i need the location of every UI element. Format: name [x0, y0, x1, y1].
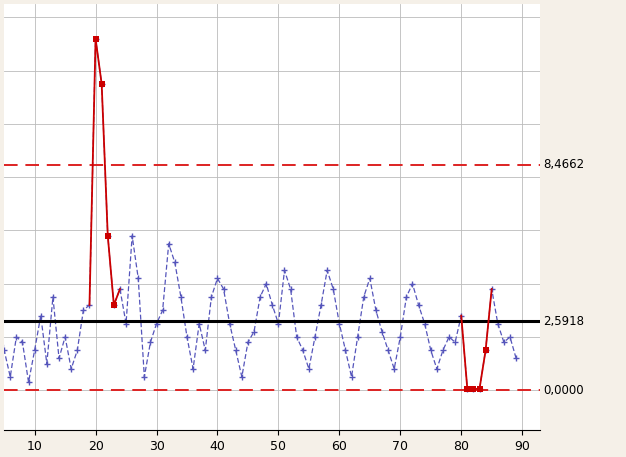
Text: 8,4662: 8,4662: [543, 158, 585, 171]
Text: 0,0000: 0,0000: [543, 384, 584, 397]
Text: 2,5918: 2,5918: [543, 315, 585, 328]
